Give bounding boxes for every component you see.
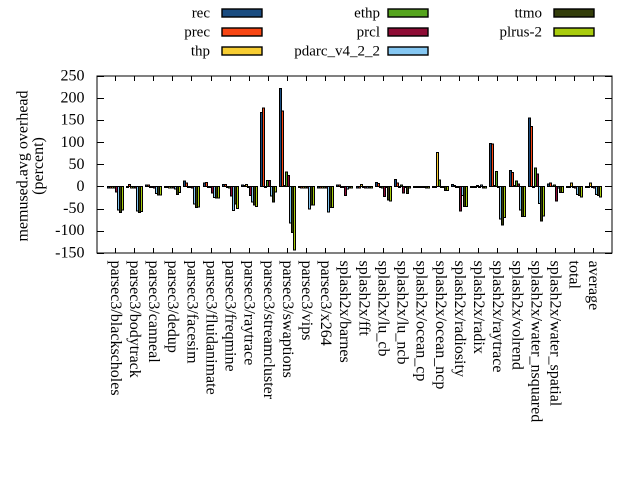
svg-text:splash2x/radiosity: splash2x/radiosity	[451, 261, 468, 377]
svg-text:splash2x/fft: splash2x/fft	[355, 261, 372, 337]
svg-text:parsec3/raytrace: parsec3/raytrace	[241, 261, 258, 366]
svg-text:total: total	[566, 261, 583, 290]
svg-text:prec: prec	[184, 24, 210, 40]
svg-text:splash2x/radix: splash2x/radix	[470, 261, 487, 354]
svg-text:-50: -50	[63, 200, 84, 217]
svg-text:splash2x/lu_ncb: splash2x/lu_ncb	[394, 261, 411, 365]
svg-text:parsec3/fluidanimate: parsec3/fluidanimate	[202, 261, 219, 395]
svg-text:plrus-2: plrus-2	[500, 24, 543, 40]
svg-text:parsec3/swaptions: parsec3/swaptions	[279, 261, 296, 378]
svg-text:pdarc_v4_2_2: pdarc_v4_2_2	[294, 43, 380, 59]
svg-text:parsec3/bodytrack: parsec3/bodytrack	[126, 261, 143, 378]
svg-text:parsec3/x264: parsec3/x264	[317, 261, 334, 346]
svg-text:250: 250	[61, 67, 85, 84]
svg-text:50: 50	[69, 156, 85, 173]
svg-text:(percent): (percent)	[30, 137, 47, 195]
svg-text:parsec3/vips: parsec3/vips	[298, 261, 315, 341]
svg-text:splash2x/volrend: splash2x/volrend	[508, 261, 525, 370]
svg-text:100: 100	[61, 134, 85, 151]
svg-text:rec: rec	[192, 5, 211, 21]
svg-text:splash2x/lu_cb: splash2x/lu_cb	[375, 261, 392, 357]
svg-text:-100: -100	[55, 222, 84, 239]
svg-text:parsec3/canneal: parsec3/canneal	[145, 261, 162, 364]
svg-text:parsec3/streamcluster: parsec3/streamcluster	[260, 261, 277, 400]
svg-text:prcl: prcl	[357, 24, 380, 40]
svg-text:memused.avg overhead: memused.avg overhead	[15, 90, 32, 241]
svg-text:0: 0	[77, 178, 85, 195]
svg-text:parsec3/facesim: parsec3/facesim	[183, 261, 200, 365]
svg-text:parsec3/dedup: parsec3/dedup	[164, 261, 181, 353]
svg-text:splash2x/ocean_ncp: splash2x/ocean_ncp	[432, 261, 449, 390]
svg-text:splash2x/raytrace: splash2x/raytrace	[489, 261, 506, 373]
svg-text:parsec3/blackscholes: parsec3/blackscholes	[107, 261, 124, 396]
svg-text:splash2x/ocean_cp: splash2x/ocean_cp	[413, 261, 430, 382]
svg-text:ttmo: ttmo	[514, 5, 542, 21]
svg-text:150: 150	[61, 112, 85, 129]
svg-text:average: average	[585, 261, 602, 311]
svg-text:200: 200	[61, 90, 85, 107]
svg-text:ethp: ethp	[354, 5, 380, 21]
svg-text:splash2x/water_nsquared: splash2x/water_nsquared	[527, 261, 544, 423]
svg-text:-150: -150	[55, 244, 84, 261]
svg-text:thp: thp	[191, 43, 210, 59]
svg-text:splash2x/barnes: splash2x/barnes	[336, 261, 353, 363]
svg-text:splash2x/water_spatial: splash2x/water_spatial	[547, 261, 564, 407]
svg-text:parsec3/freqmine: parsec3/freqmine	[222, 261, 239, 372]
